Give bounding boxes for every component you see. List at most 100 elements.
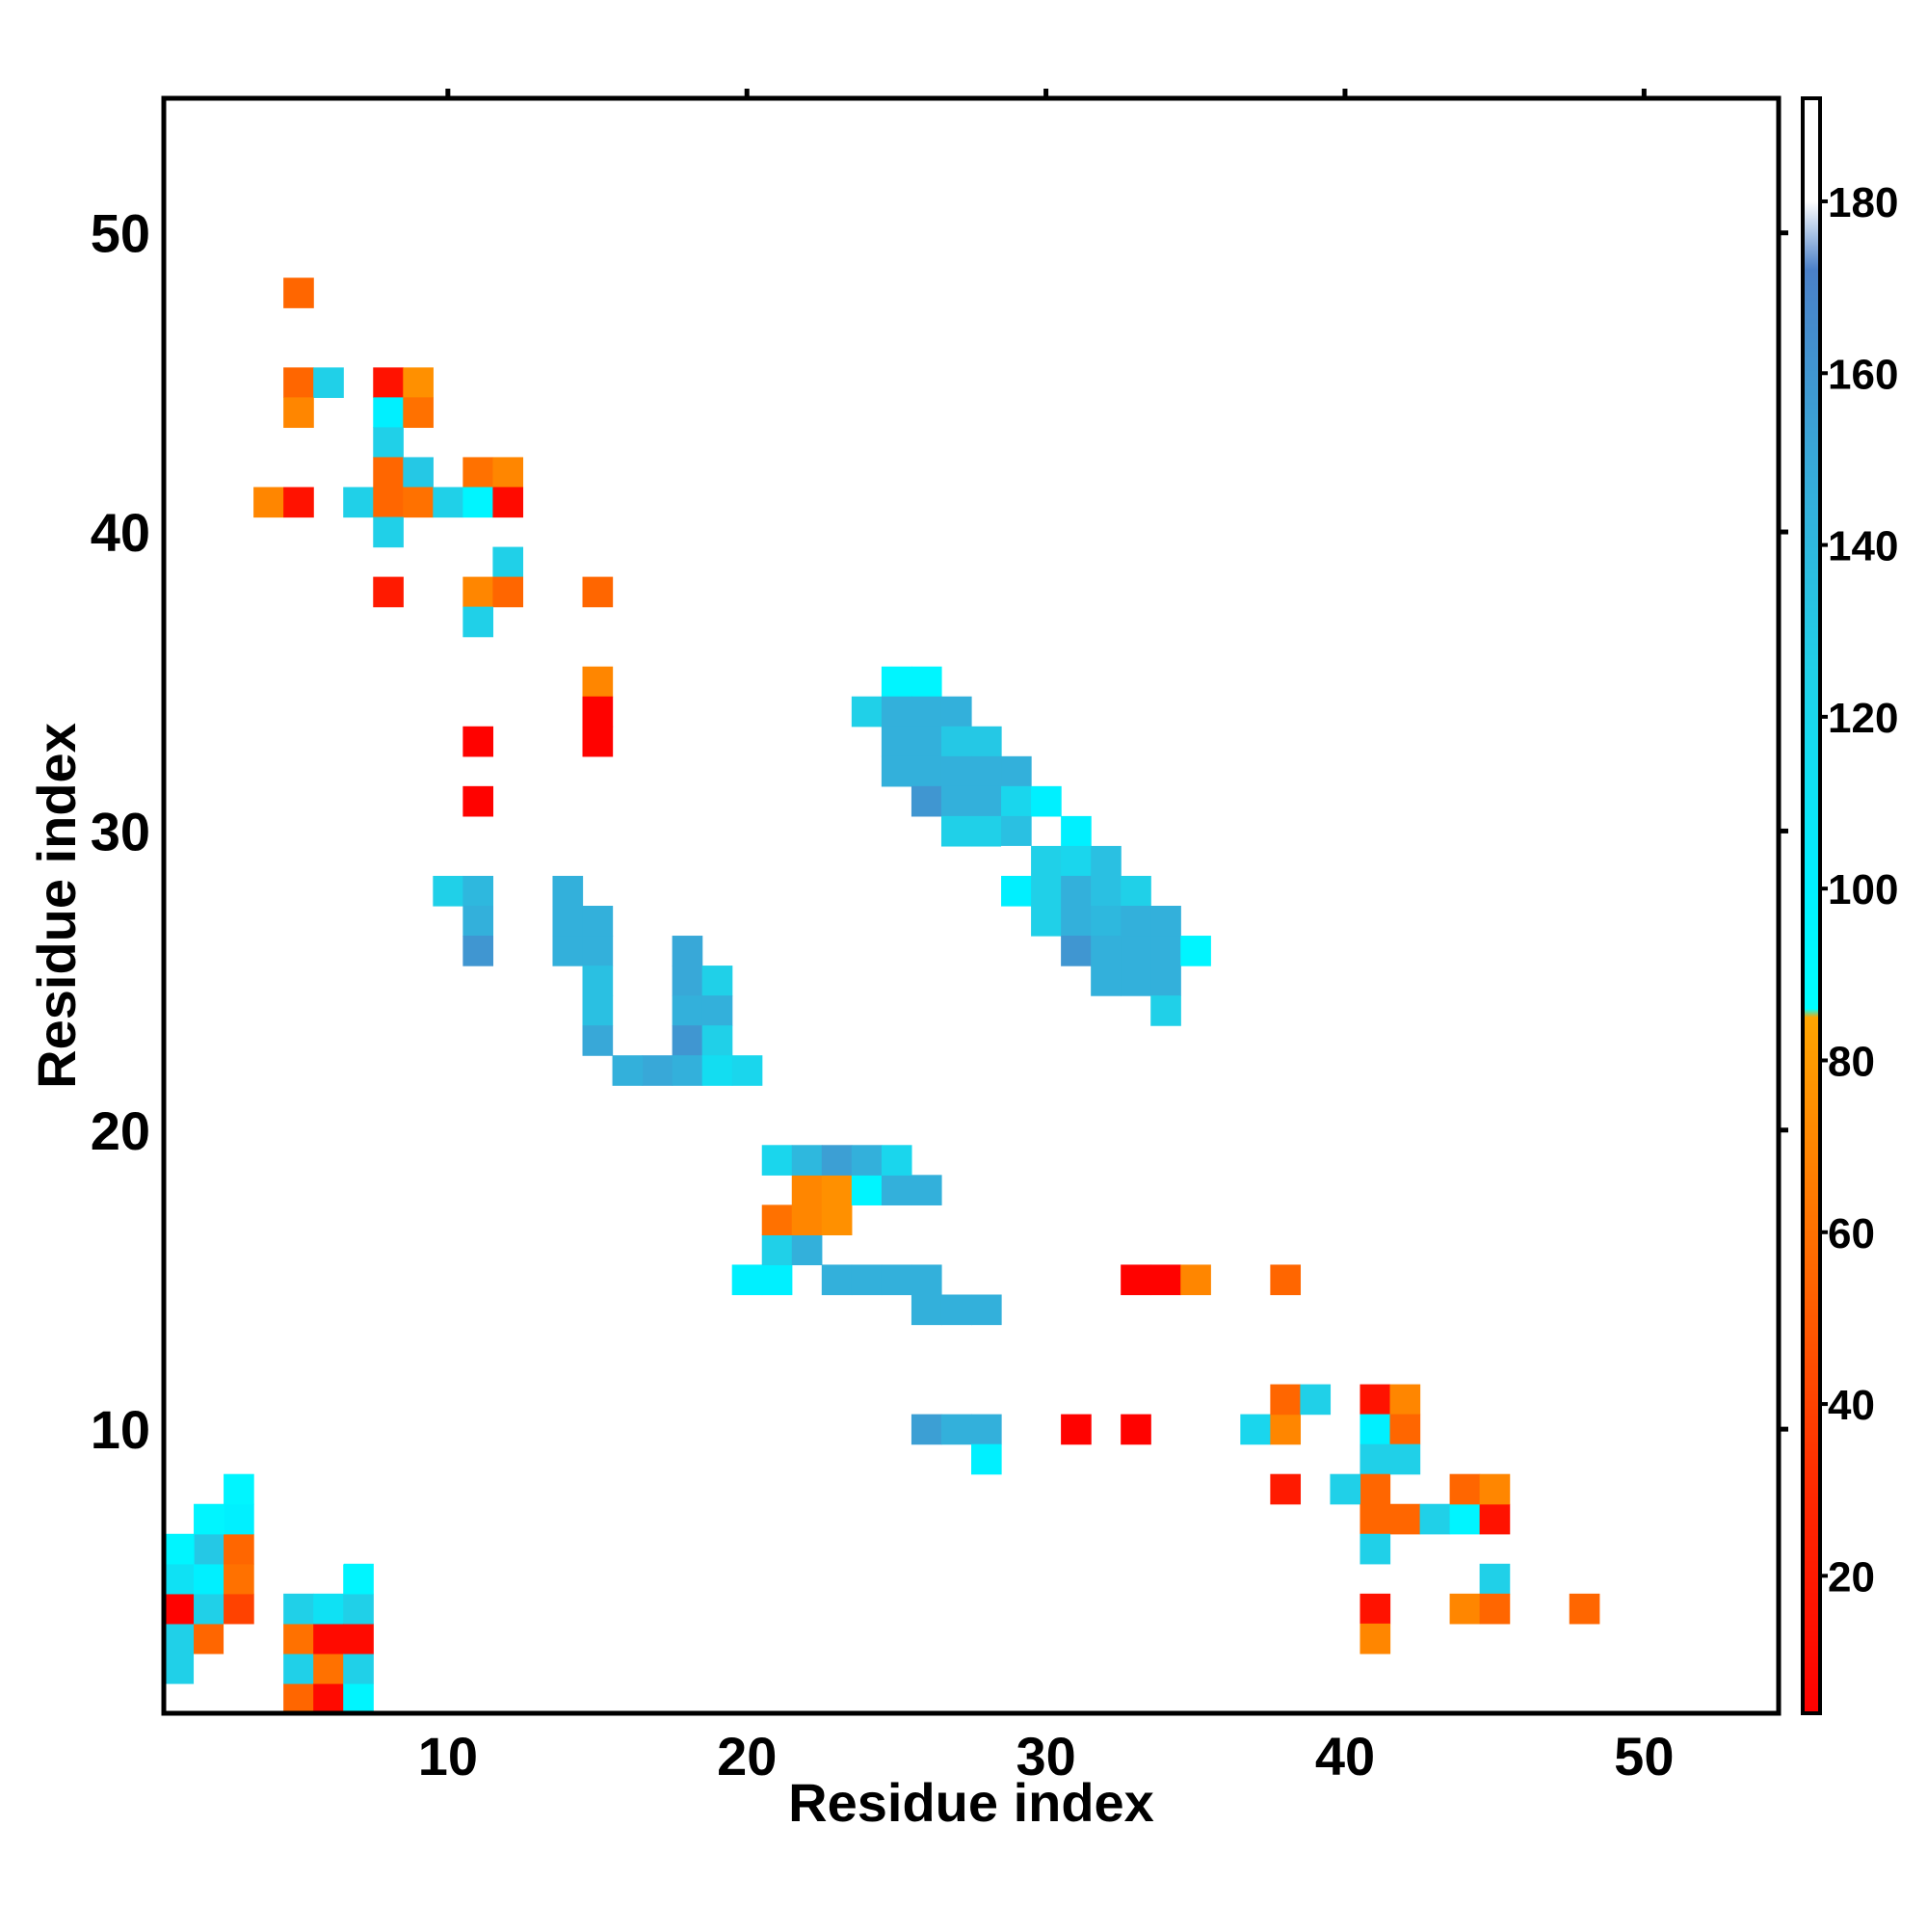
heatmap-cell [881,666,912,698]
heatmap-cell [851,696,883,728]
heatmap-cell [194,1593,224,1625]
heatmap-cell [224,1623,254,1654]
heatmap-cell [881,1145,912,1176]
heatmap-cell [1121,1414,1151,1445]
heatmap-cell [1061,936,1092,966]
colorbar-ticks: 20 40 60 80 100 120 140 160 180 [1820,179,1898,1601]
y-axis-label: Residue index [26,723,87,1089]
heatmap-cell [1509,337,1541,368]
heatmap-cell [761,1264,793,1296]
y-tick-label: 10 [91,1399,150,1460]
heatmap-cell [1598,248,1630,278]
heatmap-cell [881,755,912,787]
heatmap-cell [194,1623,224,1654]
heatmap-cell [283,278,314,308]
heatmap-cell [1359,1533,1391,1565]
heatmap-cell [821,1025,853,1056]
heatmap-cell [433,487,463,518]
heatmap-cell [642,1055,673,1086]
heatmap-cell [1449,1593,1481,1625]
heatmap-cell [462,875,494,907]
heatmap-cell [313,1623,344,1654]
heatmap-cell [791,1145,823,1176]
heatmap-cell [881,726,912,757]
heatmap-cell [582,666,614,698]
colorbar-tick-label: 20 [1828,1553,1875,1601]
heatmap-cell [1061,785,1092,817]
heatmap-cell [851,1175,883,1205]
x-tick-label: 30 [1016,1726,1075,1786]
heatmap-cell [971,1443,1002,1475]
heatmap-cell [1150,966,1181,996]
heatmap-cell [403,367,434,398]
heatmap-cell [821,1175,853,1205]
heatmap-cell [1091,936,1122,966]
heatmap-cell [1688,158,1720,189]
colorbar-tick-label: 140 [1828,523,1898,570]
colorbar: 20 40 60 80 100 120 140 160 180 [1801,96,1898,1715]
heatmap-cell [1270,576,1302,608]
heatmap-cell [1001,845,1032,877]
heatmap-cell [911,1294,942,1326]
heatmap-cell [1061,845,1092,877]
heatmap-cell [582,696,614,728]
heatmap-cell [462,726,494,757]
heatmap-cell [283,397,314,429]
heatmap-cell [313,1533,344,1565]
heatmap-cell [552,875,584,907]
colorbar-tick-label: 120 [1828,695,1898,742]
heatmap-cell [313,1593,344,1625]
heatmap-cell [492,487,524,518]
heatmap-cell [492,576,524,608]
heatmap-cell [1389,1503,1421,1535]
heatmap-cell [761,1085,793,1116]
heatmap-cell [1718,128,1750,159]
x-axis-ticks: 10 20 30 40 50 [418,89,1674,1786]
heatmap-cell [701,995,733,1026]
heatmap-cell [283,1593,314,1625]
heatmap-cell [1658,188,1690,219]
heatmap-cell [1419,427,1451,459]
heatmap-cell [1061,906,1092,937]
heatmap-cells [164,98,1780,1714]
heatmap-cell [492,1354,524,1386]
heatmap-cell [1359,1414,1391,1445]
heatmap-cell [164,1563,195,1595]
heatmap-cell [1091,845,1122,877]
heatmap-cell [791,1204,823,1236]
heatmap-cell [731,1264,763,1296]
heatmap-cell [582,726,614,757]
heatmap-cell [462,457,494,489]
heatmap-cell [492,546,524,578]
heatmap-cell [552,936,584,966]
heatmap-cell [1001,755,1032,787]
colorbar-tick-label: 160 [1828,351,1898,398]
heatmap-cell [462,576,494,608]
heatmap-cell [1121,726,1151,757]
heatmap-cell [851,1145,883,1176]
heatmap-cell [224,1593,254,1625]
heatmap-cell [1270,1473,1302,1505]
heatmap-cell [940,906,972,937]
heatmap-cell [1091,906,1122,937]
heatmap-cell [1121,1264,1151,1296]
heatmap-cell [582,906,614,937]
heatmap-cell [283,1623,314,1654]
heatmap-cell [164,1653,195,1684]
heatmap-cell [1001,875,1032,907]
heatmap-cell [582,995,614,1026]
heatmap-cell [283,487,314,518]
heatmap-cell [373,516,404,548]
heatmap-cell [1569,1593,1600,1625]
heatmap-cell [403,487,434,518]
heatmap-cell [164,1533,195,1565]
heatmap-cell [791,1175,823,1205]
heatmap-cell [1449,397,1481,429]
colorbar-tick-label: 40 [1828,1382,1875,1429]
heatmap-cell [1121,966,1151,996]
heatmap-cell [224,1533,254,1565]
heatmap-cell [1001,785,1032,817]
heatmap-cell [552,906,584,937]
heatmap-cell [522,1324,554,1356]
heatmap-cell [701,966,733,996]
